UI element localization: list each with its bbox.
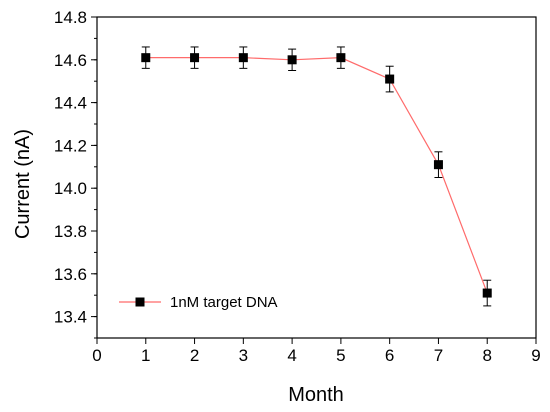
y-tick-label: 14.6 (54, 51, 87, 70)
x-tick-label: 9 (531, 346, 540, 365)
legend: 1nM target DNA (119, 294, 278, 311)
plot-area: 0 1 2 3 4 5 6 7 8 9 13.4 13.6 13.8 14.0 14.2 14.4 14.6 14… (54, 8, 541, 365)
x-tick-label: 6 (385, 346, 394, 365)
y-tick-label: 14.8 (54, 8, 87, 27)
x-tick-label: 2 (190, 346, 199, 365)
x-tick-label: 1 (141, 346, 150, 365)
y-tick-label: 14.0 (54, 179, 87, 198)
x-tick-label: 3 (239, 346, 248, 365)
data-point (482, 288, 492, 298)
data-point (336, 53, 346, 63)
y-tick-label: 13.8 (54, 222, 87, 241)
y-tick-label: 14.4 (54, 94, 87, 113)
x-axis-label: Month (288, 384, 344, 406)
y-axis-label: Current (nA) (12, 129, 34, 239)
data-point (141, 53, 151, 63)
x-tick-label: 0 (92, 346, 101, 365)
y-tick-label: 14.2 (54, 136, 87, 155)
plot-frame (96, 16, 537, 339)
data-point (433, 160, 443, 170)
data-point (238, 53, 248, 63)
data-point (287, 55, 297, 65)
y-tick-label: 13.4 (54, 308, 87, 327)
x-tick-label: 8 (482, 346, 491, 365)
x-tick-label: 5 (336, 346, 345, 365)
legend-label: 1nM target DNA (170, 294, 278, 311)
x-tick-label: 7 (434, 346, 443, 365)
series-line (145, 57, 488, 294)
y-tick-label: 13.6 (54, 265, 87, 284)
legend-marker (135, 297, 145, 307)
x-tick-label: 4 (287, 346, 296, 365)
data-point (385, 74, 395, 84)
data-point (190, 53, 200, 63)
